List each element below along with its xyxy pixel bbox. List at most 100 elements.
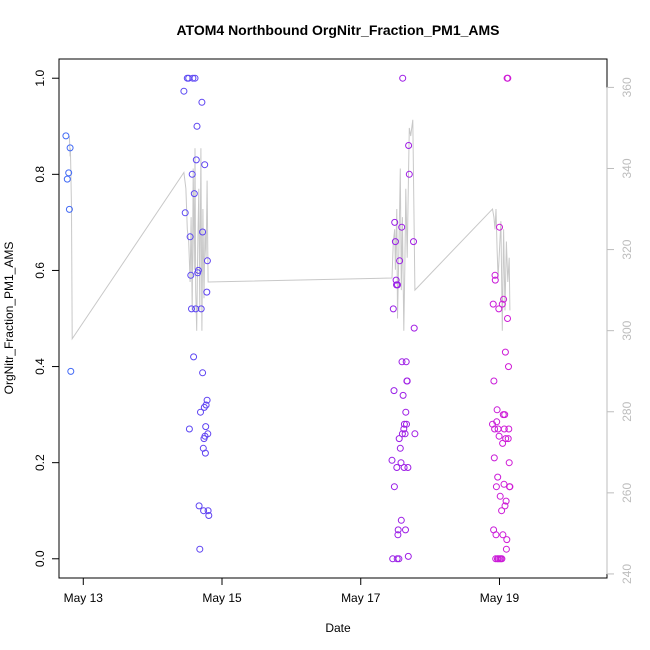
data-point [411,430,419,438]
data-point [400,420,408,428]
right-tick-label: 240 [620,564,634,584]
data-point [192,156,200,164]
data-point [391,238,399,246]
right-tick-label: 320 [620,239,634,259]
data-point [502,545,510,553]
y-tick-label: 0.2 [33,454,47,471]
data-point [405,170,413,178]
data-point [495,432,503,440]
data-point [63,175,71,183]
data-point [489,300,497,308]
data-point [203,257,211,265]
data-point [188,170,196,178]
data-point [394,526,402,534]
data-point [402,408,410,416]
data-point [501,502,509,510]
data-point [203,396,211,404]
scatter-points [62,74,514,563]
data-point [498,507,506,515]
data-point [493,418,501,426]
data-point [190,190,198,198]
data-point [394,531,402,539]
data-point [180,87,188,95]
data-point [203,288,211,296]
data-point [390,387,398,395]
data-point [197,408,204,416]
y-tick-label: 0.0 [33,550,47,567]
data-point [501,348,509,356]
data-point [402,526,409,534]
y-axis: 0.0 0.2 0.4 0.6 0.8 1.0 [33,70,60,567]
series-line [68,119,511,341]
data-point [499,439,507,447]
y-axis-label: OrgNitr_Fraction_PM1_AMS [2,242,16,395]
data-point [204,430,212,438]
data-point [202,401,210,409]
plot-area [58,58,608,579]
y-tick-label: 0.4 [33,358,47,375]
data-point [402,358,410,366]
y-tick-label: 0.8 [33,166,47,183]
data-point [505,459,513,467]
data-point [398,358,406,366]
data-point [397,459,405,467]
data-point [395,435,403,443]
data-point [396,444,404,452]
y-tick-label: 1.0 [33,70,47,87]
right-tick-label: 280 [620,401,634,421]
data-point [195,502,203,510]
data-point [498,300,506,308]
data-point [498,555,506,563]
data-point [197,305,205,313]
data-point [398,430,406,438]
data-point [504,74,512,82]
data-point [189,74,197,82]
data-point [506,483,514,491]
data-point [492,531,500,539]
data-point [496,492,504,500]
data-point [191,74,199,82]
data-point [401,430,409,438]
data-point [185,425,193,433]
data-point [398,223,406,231]
data-point [404,552,412,560]
data-point [504,315,511,322]
x-tick-label: May 17 [341,591,381,605]
data-point [393,464,401,471]
x-tick-label: May 19 [480,591,520,605]
data-point [500,425,508,433]
chart-title: ATOM4 Northbound OrgNitr_Fraction_PM1_AM… [176,22,499,38]
data-point [404,464,412,471]
data-point [201,449,209,457]
x-axis: May 13 May 15 May 17 May 19 [64,577,520,605]
data-point [502,497,510,505]
data-point [193,122,201,130]
data-point [403,377,411,385]
data-point [395,555,403,563]
data-point [196,545,204,553]
data-point [62,132,70,140]
data-point [490,377,498,385]
x-tick-label: May 15 [202,591,242,605]
data-point [410,238,417,246]
data-point [495,305,503,313]
data-point [396,257,404,265]
data-point [491,425,499,433]
data-point [198,98,206,106]
data-point [397,516,405,524]
x-axis-label: Date [325,621,351,635]
data-point [389,305,397,313]
data-point [505,425,513,433]
data-point [502,435,510,443]
data-point [494,473,502,481]
data-point [66,144,74,152]
data-point [199,369,207,377]
data-point [390,483,398,491]
right-tick-label: 300 [620,320,634,340]
data-point [491,276,499,284]
data-point [186,233,194,241]
data-point [388,456,396,464]
data-point [499,531,507,539]
data-point [67,367,75,375]
data-point [205,512,213,519]
